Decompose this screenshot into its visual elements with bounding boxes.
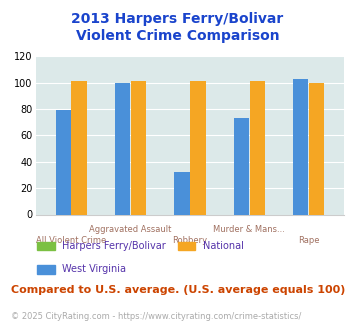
Bar (115, 82, 130, 214)
Legend: Harpers Ferry/Bolivar, National: Harpers Ferry/Bolivar, National (33, 238, 248, 255)
Text: Compared to U.S. average. (U.S. average equals 100): Compared to U.S. average. (U.S. average … (11, 285, 345, 295)
Bar (71, 81, 87, 214)
Bar (293, 79, 308, 214)
Text: © 2025 CityRating.com - https://www.cityrating.com/crime-statistics/: © 2025 CityRating.com - https://www.city… (11, 312, 301, 321)
Bar (309, 82, 324, 214)
Bar (190, 81, 206, 214)
Text: All Violent Crime: All Violent Crime (36, 236, 106, 245)
Legend: West Virginia: West Virginia (33, 261, 130, 279)
Text: 2013 Harpers Ferry/Bolivar
Violent Crime Comparison: 2013 Harpers Ferry/Bolivar Violent Crime… (71, 12, 284, 43)
Bar (174, 172, 190, 215)
Text: Murder & Mans...: Murder & Mans... (213, 225, 285, 234)
Text: Rape: Rape (298, 236, 320, 245)
Bar (250, 81, 265, 214)
Bar (55, 110, 71, 214)
Bar (234, 118, 249, 214)
Text: Aggravated Assault: Aggravated Assault (89, 225, 172, 234)
Bar (131, 81, 146, 214)
Text: Robbery: Robbery (173, 236, 207, 245)
